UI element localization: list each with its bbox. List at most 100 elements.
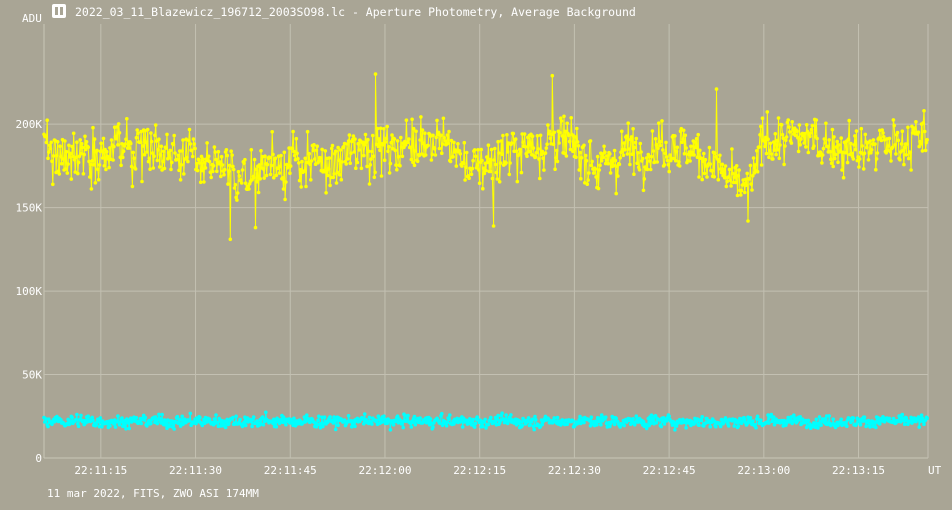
data-point [824,121,828,126]
data-point [778,143,782,147]
data-point [211,169,215,174]
data-point [302,415,307,419]
data-point [144,140,148,144]
data-point [165,132,169,137]
data-point [297,161,301,165]
data-point [523,145,528,149]
data-point [616,174,620,178]
data-point [567,139,572,144]
data-point [634,414,639,419]
data-point [866,158,871,162]
data-point [175,157,180,162]
data-point [786,415,790,420]
data-point [188,142,193,146]
data-point [80,145,85,150]
data-point [750,188,754,192]
data-point [562,114,566,119]
data-point [412,414,417,419]
data-point [223,167,227,172]
x-tick-label: 22:12:00 [358,464,411,477]
data-point [373,72,378,76]
data-point [628,162,632,167]
data-point [911,128,916,133]
data-point [147,156,152,161]
data-point [890,145,895,150]
data-point [74,155,78,160]
data-point [599,422,603,427]
data-point [317,159,321,163]
data-point [127,426,131,431]
data-point [240,168,245,172]
data-point [779,123,784,127]
data-point [718,167,723,171]
data-point [917,144,921,149]
data-point [674,424,679,428]
data-point [219,174,223,179]
data-point [243,181,248,185]
data-point [505,133,509,137]
data-point [274,424,279,429]
data-point [614,191,618,196]
data-point [908,150,913,155]
data-point [753,422,757,427]
data-point [853,134,857,138]
data-point [689,144,693,149]
data-point [378,126,383,131]
data-point [773,132,778,136]
data-point [409,157,414,162]
data-point [504,413,508,417]
data-point [93,181,98,185]
data-point [477,181,482,185]
data-point [311,148,316,153]
data-point [257,163,262,167]
lightcurve-app-icon[interactable] [52,4,66,18]
data-point [238,417,242,422]
data-point [635,161,639,165]
data-point [730,171,735,176]
data-point [809,127,814,132]
data-point [604,158,609,162]
data-point [242,420,246,425]
data-point [560,134,565,138]
x-axis-label: UT [928,464,942,477]
data-point [518,150,523,154]
data-point [906,156,911,161]
data-point [63,167,68,171]
data-point [469,172,474,177]
data-point [485,155,489,159]
data-point [346,157,350,161]
data-point [460,164,464,168]
data-point [333,427,338,432]
data-point [382,127,386,131]
data-point [812,144,816,148]
data-point [682,151,687,156]
data-point [495,417,500,422]
data-point [743,417,747,422]
data-point [736,424,741,429]
data-point [294,136,299,141]
data-point [603,150,607,154]
data-point [253,225,258,230]
data-point [440,411,444,416]
data-point [582,143,586,148]
data-point [205,141,209,145]
data-point [508,161,512,165]
data-point [288,171,292,175]
data-point [723,164,728,168]
data-point [468,417,472,421]
data-point [212,417,217,421]
data-point [336,145,340,150]
data-point [819,423,823,427]
data-point [759,124,763,129]
data-point [57,172,62,176]
data-point [718,153,722,158]
data-point [863,132,868,137]
data-point [764,151,769,156]
data-point [632,423,637,427]
data-point [160,412,164,417]
data-point [586,178,590,182]
data-point [692,422,696,426]
data-point [612,163,616,168]
data-point [353,424,357,429]
data-point [108,424,112,428]
